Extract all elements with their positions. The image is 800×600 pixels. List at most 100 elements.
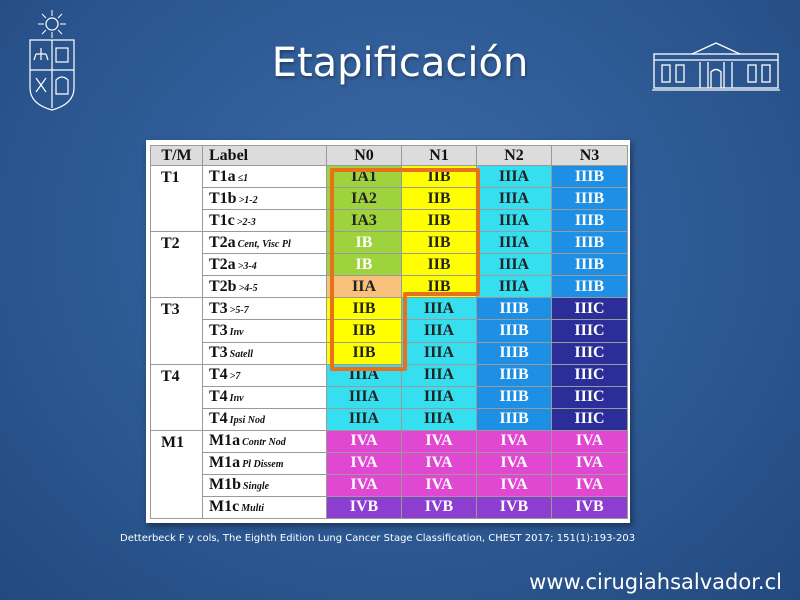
stage-cell-n2: IIIA	[476, 253, 552, 277]
header-n0: N0	[326, 145, 402, 166]
label-main: T2b	[209, 277, 237, 295]
label-cell: T3 Satell	[202, 341, 327, 365]
header-label: Label	[202, 145, 327, 166]
table-row: T2a >3-4 IB IIB IIIA IIIB	[151, 253, 628, 277]
table-row: T2 T2a Cent, Visc Pl IB IIB IIIA IIIB	[150, 231, 628, 299]
table-row: T1b >1-2 IA2 IIB IIIA IIIB	[151, 187, 628, 211]
table-row: T3 Inv IIB IIIA IIIB IIIC	[151, 319, 628, 343]
label-main: M1b	[209, 476, 241, 494]
label-subscript: Ipsi Nod	[229, 415, 265, 427]
stage-cell-n2: IIIA	[476, 187, 552, 211]
stage-cell-n0: IVA	[326, 473, 402, 497]
label-subscript: ≤1	[237, 172, 249, 184]
website-link[interactable]: www.cirugiahsalvador.cl	[529, 570, 782, 594]
stage-cell-n1: IIB	[401, 209, 477, 233]
table-row: M1a Pl Dissem IVA IVA IVA IVA	[151, 451, 628, 475]
stage-cell-n0: IA1	[326, 164, 402, 189]
label-subscript: Inv	[229, 393, 244, 405]
stage-cell-n0: IIB	[326, 319, 402, 343]
label-subscript: >3-4	[237, 260, 257, 272]
stage-cell-n1: IIIA	[401, 363, 477, 387]
stage-cell-n1: IIIA	[401, 297, 477, 321]
stage-cell-n3: IIIB	[551, 164, 628, 189]
label-main: T4	[209, 410, 228, 428]
stage-cell-n2: IIIB	[476, 297, 552, 321]
label-cell: T1c >2-3	[202, 209, 327, 233]
label-cell: M1a Pl Dissem	[202, 451, 327, 475]
stage-cell-n2: IIIB	[476, 341, 552, 365]
stage-cell-n3: IIIB	[551, 187, 628, 211]
stage-cell-n0: IVA	[326, 451, 402, 475]
stage-cell-n3: IVA	[551, 429, 628, 453]
tm-group-cell: T4	[150, 363, 203, 431]
table-row: M1b Single IVA IVA IVA IVA	[151, 473, 628, 497]
table-row: T2b >4-5 IIA IIB IIIA IIIB	[151, 275, 628, 299]
label-main: T4	[209, 366, 228, 384]
stage-cell-n3: IIIC	[551, 297, 628, 321]
stage-cell-n3: IIIB	[551, 275, 628, 299]
stage-cell-n2: IIIB	[476, 385, 552, 409]
label-subscript: Pl Dissem	[242, 459, 284, 471]
stage-cell-n2: IVB	[476, 495, 552, 520]
table-row: T4 Ipsi Nod IIIA IIIA IIIB IIIC	[151, 407, 628, 431]
tm-group-cell: T1	[150, 164, 203, 233]
label-main: T4	[209, 388, 228, 406]
stage-cell-n0: IVA	[326, 429, 402, 453]
table-row: T4 Inv IIIA IIIA IIIB IIIC	[151, 385, 628, 409]
label-cell: T1b >1-2	[202, 187, 327, 211]
stage-cell-n0: IB	[326, 231, 402, 255]
stage-cell-n2: IIIA	[476, 164, 552, 189]
stage-cell-n2: IIIA	[476, 275, 552, 299]
staging-table-body: T1 T1a ≤1 IA1 IIB IIIA IIIB T1b >1-2 IA2 IIB IIIA II…	[150, 164, 628, 520]
label-subscript: Single	[243, 481, 270, 493]
stage-cell-n3: IIIB	[551, 253, 628, 277]
staging-table-container: T/M Label N0 N1 N2 N3 T1 T1a ≤1 IA1 IIB IIIA I…	[146, 140, 630, 523]
stage-cell-n2: IIIA	[476, 231, 552, 255]
table-row: M1 M1a Contr Nod IVA IVA IVA IVA	[150, 429, 628, 520]
label-cell: T2b >4-5	[202, 275, 327, 299]
label-cell: T4 >7	[202, 363, 327, 387]
label-subscript: Multi	[241, 503, 264, 515]
label-cell: T4 Ipsi Nod	[202, 407, 327, 431]
label-subscript: >2-3	[236, 216, 256, 228]
label-cell: T3 Inv	[202, 319, 327, 343]
stage-cell-n1: IIIA	[401, 407, 477, 431]
stage-cell-n0: IIB	[326, 297, 402, 321]
table-row: T4 T4 >7 IIIA IIIA IIIB IIIC	[150, 363, 628, 431]
table-row: T3 T3 >5-7 IIB IIIA IIIB IIIC	[150, 297, 628, 365]
label-subscript: >7	[229, 371, 241, 383]
university-crest-icon	[29, 10, 75, 111]
stage-cell-n1: IIB	[401, 164, 477, 189]
header-n3: N3	[551, 145, 628, 166]
table-row: T3 Satell IIB IIIA IIIB IIIC	[151, 341, 628, 365]
stage-cell-n1: IIB	[401, 275, 477, 299]
stage-cell-n3: IIIB	[551, 209, 628, 233]
stage-cell-n1: IIIA	[401, 319, 477, 343]
stage-cell-n2: IIIB	[476, 363, 552, 387]
slide-title: Etapificación	[271, 40, 529, 86]
label-main: T1c	[209, 211, 235, 229]
stage-cell-n3: IIIC	[551, 385, 628, 409]
stage-cell-n3: IVA	[551, 451, 628, 475]
label-cell: T4 Inv	[202, 385, 327, 409]
stage-cell-n3: IVB	[551, 495, 628, 520]
stage-cell-n2: IVA	[476, 473, 552, 497]
label-main: T2a	[209, 233, 236, 251]
stage-cell-n1: IVA	[401, 473, 477, 497]
label-main: T3	[209, 299, 228, 317]
stage-cell-n0: IA2	[326, 187, 402, 211]
stage-cell-n1: IVB	[401, 495, 477, 520]
stage-cell-n0: IIB	[326, 341, 402, 365]
label-main: M1a	[209, 432, 241, 450]
staging-table: T/M Label N0 N1 N2 N3 T1 T1a ≤1 IA1 IIB IIIA I…	[150, 145, 628, 520]
label-subscript: >5-7	[229, 304, 249, 316]
stage-cell-n0: IIIA	[326, 363, 402, 387]
table-row: T1c >2-3 IA3 IIB IIIA IIIB	[151, 209, 628, 233]
stage-cell-n1: IIIA	[401, 341, 477, 365]
stage-cell-n1: IVA	[401, 429, 477, 453]
stage-cell-n2: IIIA	[476, 209, 552, 233]
label-main: T1a	[209, 167, 236, 185]
stage-cell-n2: IVA	[476, 451, 552, 475]
label-main: T3	[209, 344, 228, 362]
stage-cell-n0: IIIA	[326, 385, 402, 409]
